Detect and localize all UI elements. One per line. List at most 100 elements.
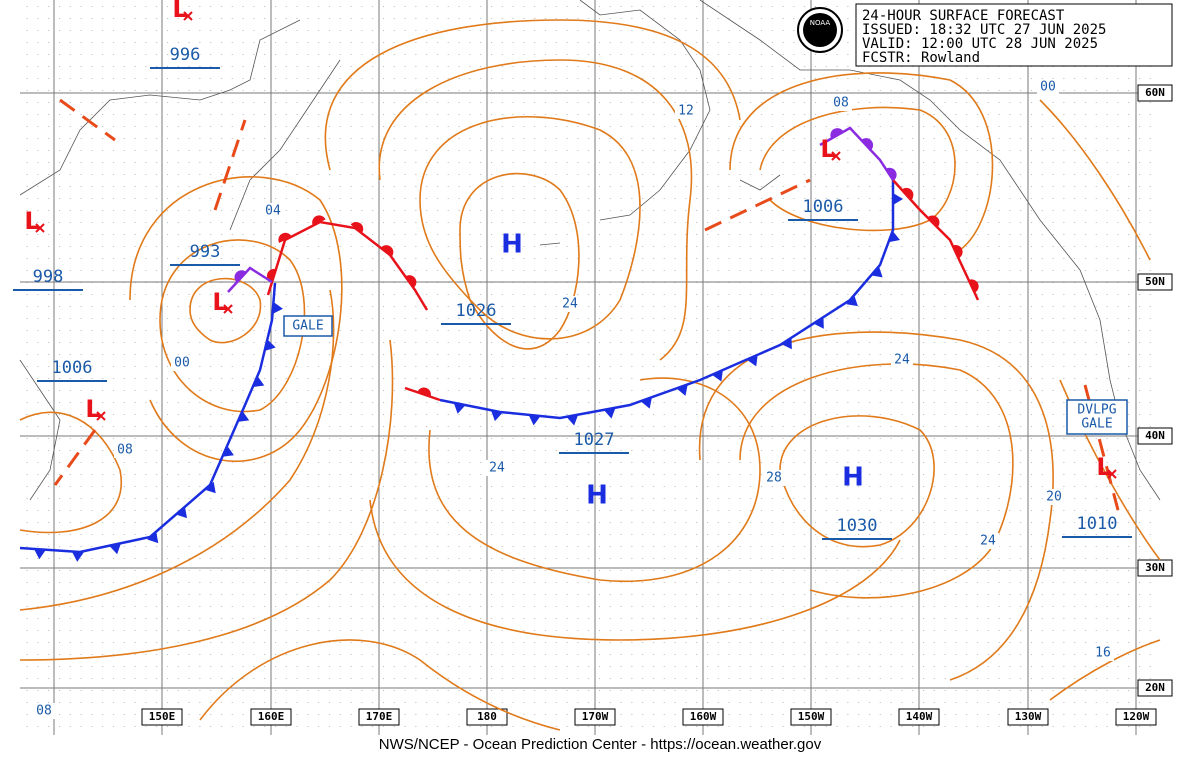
lon-label: 130W bbox=[1015, 710, 1042, 723]
lon-label: 180 bbox=[477, 710, 497, 723]
warning: GALE bbox=[292, 319, 323, 334]
front-symbol bbox=[417, 387, 431, 397]
front-symbol bbox=[204, 481, 216, 494]
high-center: H bbox=[586, 481, 608, 511]
low-center: L bbox=[1096, 453, 1111, 481]
high-center: H bbox=[501, 230, 523, 260]
low-center: L bbox=[85, 395, 100, 423]
front-symbol bbox=[350, 221, 364, 234]
isobar-label: 04 bbox=[265, 204, 281, 219]
front-symbol bbox=[272, 301, 283, 314]
warning: GALE bbox=[1081, 417, 1112, 432]
central-pressure: 998 bbox=[33, 267, 64, 287]
isobar-label: 16 bbox=[1095, 646, 1111, 661]
lon-label-box bbox=[682, 708, 724, 726]
lon-label: 120W bbox=[1123, 710, 1150, 723]
front-symbol bbox=[861, 138, 874, 151]
lat-label-box bbox=[1137, 559, 1173, 577]
isobar-label: 12 bbox=[678, 104, 694, 119]
front bbox=[227, 266, 273, 293]
front-symbol bbox=[175, 506, 187, 519]
isobar-label: 28 bbox=[766, 471, 782, 486]
front-symbol bbox=[278, 232, 292, 244]
front-symbol bbox=[711, 369, 723, 382]
front-symbol bbox=[453, 402, 466, 414]
low-center: L bbox=[24, 207, 39, 235]
central-pressure: 1030 bbox=[837, 516, 878, 536]
logo-inner bbox=[803, 13, 837, 47]
low-x bbox=[96, 411, 106, 421]
isobar-label: 08 bbox=[117, 443, 133, 458]
lon-label-box bbox=[898, 708, 940, 726]
low-x bbox=[1107, 469, 1117, 479]
warning-box bbox=[283, 315, 333, 337]
central-pressure: 1026 bbox=[456, 301, 497, 321]
isobar-label-bg bbox=[559, 296, 581, 312]
front-symbol bbox=[603, 407, 616, 419]
isobar-label: 24 bbox=[489, 461, 505, 476]
front-symbol bbox=[234, 270, 247, 283]
front-symbol bbox=[676, 384, 688, 396]
low-center: L bbox=[172, 0, 187, 23]
isobar-label-bg bbox=[262, 203, 284, 219]
header-box bbox=[855, 3, 1173, 67]
front-symbol bbox=[885, 167, 897, 181]
isobar-label-bg bbox=[675, 103, 697, 119]
lon-label: 170W bbox=[582, 710, 609, 723]
front-symbol bbox=[264, 339, 276, 352]
front-symbol bbox=[746, 354, 758, 367]
lat-label: 50N bbox=[1145, 275, 1165, 288]
lon-label: 170E bbox=[366, 710, 393, 723]
front-symbol bbox=[640, 397, 652, 409]
low-x bbox=[35, 223, 45, 233]
high-center: H bbox=[842, 463, 864, 493]
front-symbol bbox=[927, 215, 940, 228]
front-symbol bbox=[901, 187, 914, 201]
front-symbol bbox=[893, 192, 903, 205]
warning-box bbox=[1066, 399, 1128, 435]
lon-label: 140W bbox=[906, 710, 933, 723]
header-line: 24-HOUR SURFACE FORECAST bbox=[862, 8, 1065, 24]
lat-label: 30N bbox=[1145, 561, 1165, 574]
isobar-label: 00 bbox=[1040, 80, 1056, 95]
lon-label-box bbox=[1007, 708, 1049, 726]
lat-label-box bbox=[1137, 427, 1173, 445]
lat-label: 40N bbox=[1145, 429, 1165, 442]
front-symbol bbox=[237, 410, 250, 422]
central-pressure: 993 bbox=[190, 242, 221, 262]
dashed-trough bbox=[1083, 384, 1120, 511]
header-line: VALID: 12:00 UTC 28 JUN 2025 bbox=[862, 36, 1098, 52]
front-symbol bbox=[888, 230, 900, 243]
low-center: L bbox=[212, 288, 227, 316]
central-pressure: 1010 bbox=[1077, 514, 1118, 534]
lon-label: 150E bbox=[149, 710, 176, 723]
isobar-label: 24 bbox=[894, 353, 910, 368]
isobar-label-bg bbox=[891, 352, 913, 368]
lat-label-box bbox=[1137, 679, 1173, 697]
isobar-label-bg bbox=[830, 95, 852, 111]
isobar-label-bg bbox=[763, 470, 785, 486]
front-symbol bbox=[871, 266, 883, 278]
isobar-label-bg bbox=[171, 355, 193, 371]
lon-label: 160E bbox=[258, 710, 285, 723]
isobar-label-bg bbox=[1043, 489, 1065, 505]
front-symbol bbox=[33, 548, 46, 560]
lon-label: 150W bbox=[798, 710, 825, 723]
lon-label: 160W bbox=[690, 710, 717, 723]
lon-label-box bbox=[466, 708, 508, 726]
lon-label-box bbox=[574, 708, 616, 726]
isobar-label-bg bbox=[1037, 79, 1059, 95]
lat-label-box bbox=[1137, 273, 1173, 291]
low-center: L bbox=[820, 135, 835, 163]
header-line: FCSTR: Rowland bbox=[862, 50, 980, 66]
dashed-trough bbox=[59, 98, 116, 142]
front-symbol bbox=[528, 414, 541, 426]
isobar-label-bg bbox=[114, 442, 136, 458]
footer-band bbox=[0, 735, 1200, 764]
central-pressure: 1006 bbox=[52, 358, 93, 378]
isobar-label: 24 bbox=[980, 534, 996, 549]
central-pressure: 996 bbox=[170, 45, 201, 65]
front-symbol bbox=[71, 551, 84, 562]
